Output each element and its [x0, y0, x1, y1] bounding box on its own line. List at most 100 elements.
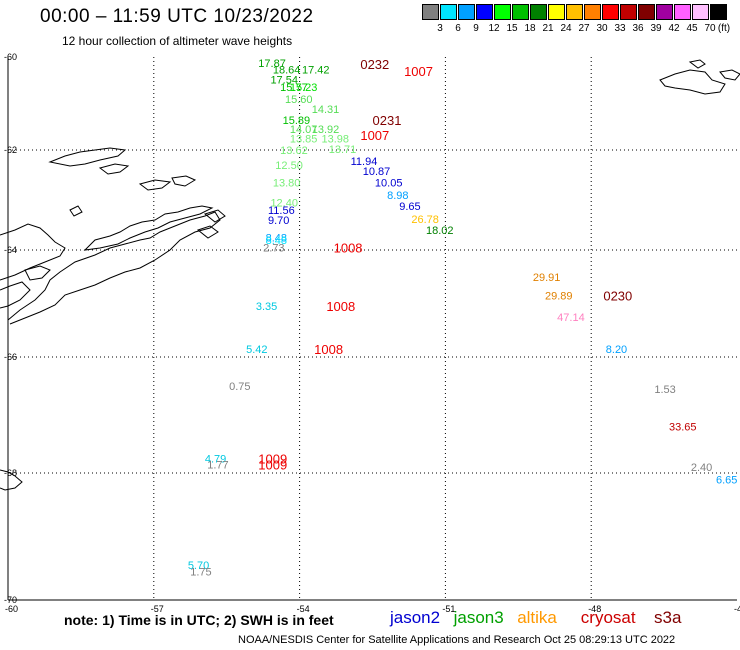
- wave-height-value: 0.75: [229, 381, 250, 393]
- wave-height-value: 2.40: [691, 462, 712, 474]
- map-subtitle: 12 hour collection of altimeter wave hei…: [62, 34, 293, 48]
- legend-swatch: [530, 4, 547, 20]
- longitude-label: -54: [297, 604, 310, 614]
- wave-height-value: 26.78: [411, 214, 439, 226]
- legend-label: 3: [437, 23, 443, 34]
- wave-height-value: 17.87: [258, 58, 286, 70]
- legend-swatch: [422, 4, 439, 20]
- wave-height-value: 5.42: [246, 344, 267, 356]
- wave-height-value: 8.98: [387, 190, 408, 202]
- wave-height-value: 1.77: [207, 459, 228, 471]
- legend-label: 18: [524, 23, 536, 34]
- time-tag: 1007: [360, 128, 389, 143]
- legend-label: 42: [668, 23, 680, 34]
- latitude-label: -62: [4, 145, 17, 155]
- legend-swatch: [566, 4, 583, 20]
- time-tag: 1009: [258, 457, 287, 472]
- wave-height-value: 13.92: [312, 124, 340, 136]
- satellite-cryosat: cryosat: [580, 608, 636, 627]
- wave-height-value: 12.40: [270, 198, 298, 210]
- longitude-label: -60: [5, 604, 18, 614]
- legend-swatch: [512, 4, 529, 20]
- footer-note: note: 1) Time is in UTC; 2) SWH is in fe…: [64, 612, 334, 628]
- lat-lon-grid: [8, 57, 737, 600]
- wave-height-value: 15.77: [280, 82, 308, 94]
- latitude-label: -68: [4, 468, 17, 478]
- legend-label: 21: [542, 23, 554, 34]
- legend-swatch: [458, 4, 475, 20]
- wave-height-value: 1.53: [654, 384, 675, 396]
- wave-height-value: 29.89: [545, 290, 573, 302]
- legend-unit: (ft): [717, 23, 731, 34]
- wave-height-value: 3.35: [256, 301, 277, 313]
- map-frame: [7, 57, 737, 601]
- wave-height-value: 6.65: [716, 474, 737, 486]
- legend-label: 12: [488, 23, 500, 34]
- legend-swatch: [710, 4, 727, 20]
- wave-height-value: 10.87: [363, 166, 391, 178]
- legend-swatch: [440, 4, 457, 20]
- wave-height-value: 33.65: [669, 422, 697, 434]
- legend-swatch: [476, 4, 493, 20]
- time-tag: 0231: [373, 113, 402, 128]
- time-tag: 1009: [258, 452, 287, 467]
- wave-height-value: 15.89: [283, 115, 311, 127]
- legend-swatch: [620, 4, 637, 20]
- legend-swatch: [638, 4, 655, 20]
- legend-swatch: [602, 4, 619, 20]
- time-tag: 1007: [404, 64, 433, 79]
- wave-height-value: 15.60: [285, 94, 313, 106]
- wave-height-value: 10.05: [375, 178, 403, 190]
- legend-swatch: [494, 4, 511, 20]
- wave-height-value: 4.79: [205, 454, 226, 466]
- legend-label: 30: [596, 23, 608, 34]
- wave-height-value: 29.91: [533, 272, 561, 284]
- legend-label: 24: [560, 23, 572, 34]
- time-tag: 0230: [603, 288, 632, 303]
- longitude-label: -57: [151, 604, 164, 614]
- wave-height-value: 11.56: [268, 205, 295, 217]
- legend-label: 39: [650, 23, 662, 34]
- wave-height-value: 11.94: [351, 156, 378, 168]
- wave-height-value: 18.64: [273, 65, 301, 77]
- legend-label: 9: [473, 23, 479, 34]
- satellite-s3a: s3a: [654, 608, 682, 627]
- latitude-label: -64: [4, 245, 17, 255]
- satellite-altika: altika: [517, 608, 557, 627]
- wave-height-value: 14.31: [312, 104, 340, 116]
- wave-height-value: 9.70: [268, 215, 289, 227]
- satellite-jason3: jason3: [453, 608, 504, 627]
- longitude-label: -48: [588, 604, 601, 614]
- legend-label: 45: [686, 23, 698, 34]
- wave-height-value: 17.42: [302, 65, 330, 77]
- time-tag: 1008: [314, 342, 343, 357]
- wave-height-value: 13.71: [329, 144, 357, 156]
- legend-swatch: [656, 4, 673, 20]
- coastline-antarctic-peninsula: [0, 59, 740, 491]
- wave-height-value: 8.48: [266, 233, 287, 245]
- legend-label: 15: [506, 23, 518, 34]
- legend-swatch: [584, 4, 601, 20]
- legend-swatch: [548, 4, 565, 20]
- latitude-label: -70: [4, 595, 17, 605]
- legend-label: 27: [578, 23, 590, 34]
- legend-label: 6: [455, 23, 461, 34]
- time-tag: 0232: [360, 57, 389, 72]
- wave-height-value: 8.48: [266, 235, 287, 247]
- wave-height-value: 17.54: [270, 74, 298, 86]
- legend-label: 33: [614, 23, 626, 34]
- wave-height-value: 13.80: [273, 178, 301, 190]
- longitude-labels: -60 -57 -54 -51 -48 -45: [5, 604, 740, 614]
- longitude-label: -45: [734, 604, 740, 614]
- wave-height-value: 1.75: [190, 566, 211, 578]
- legend-label: 70: [704, 23, 716, 34]
- wave-height-value: 47.14: [557, 312, 585, 324]
- legend-swatch: [674, 4, 691, 20]
- time-tag: 1008: [326, 299, 355, 314]
- wave-height-value: 12.50: [275, 160, 303, 172]
- legend-label: 36: [632, 23, 644, 34]
- map-title: 00:00 – 11:59 UTC 10/23/2022: [40, 6, 314, 27]
- latitude-label: -66: [4, 352, 17, 362]
